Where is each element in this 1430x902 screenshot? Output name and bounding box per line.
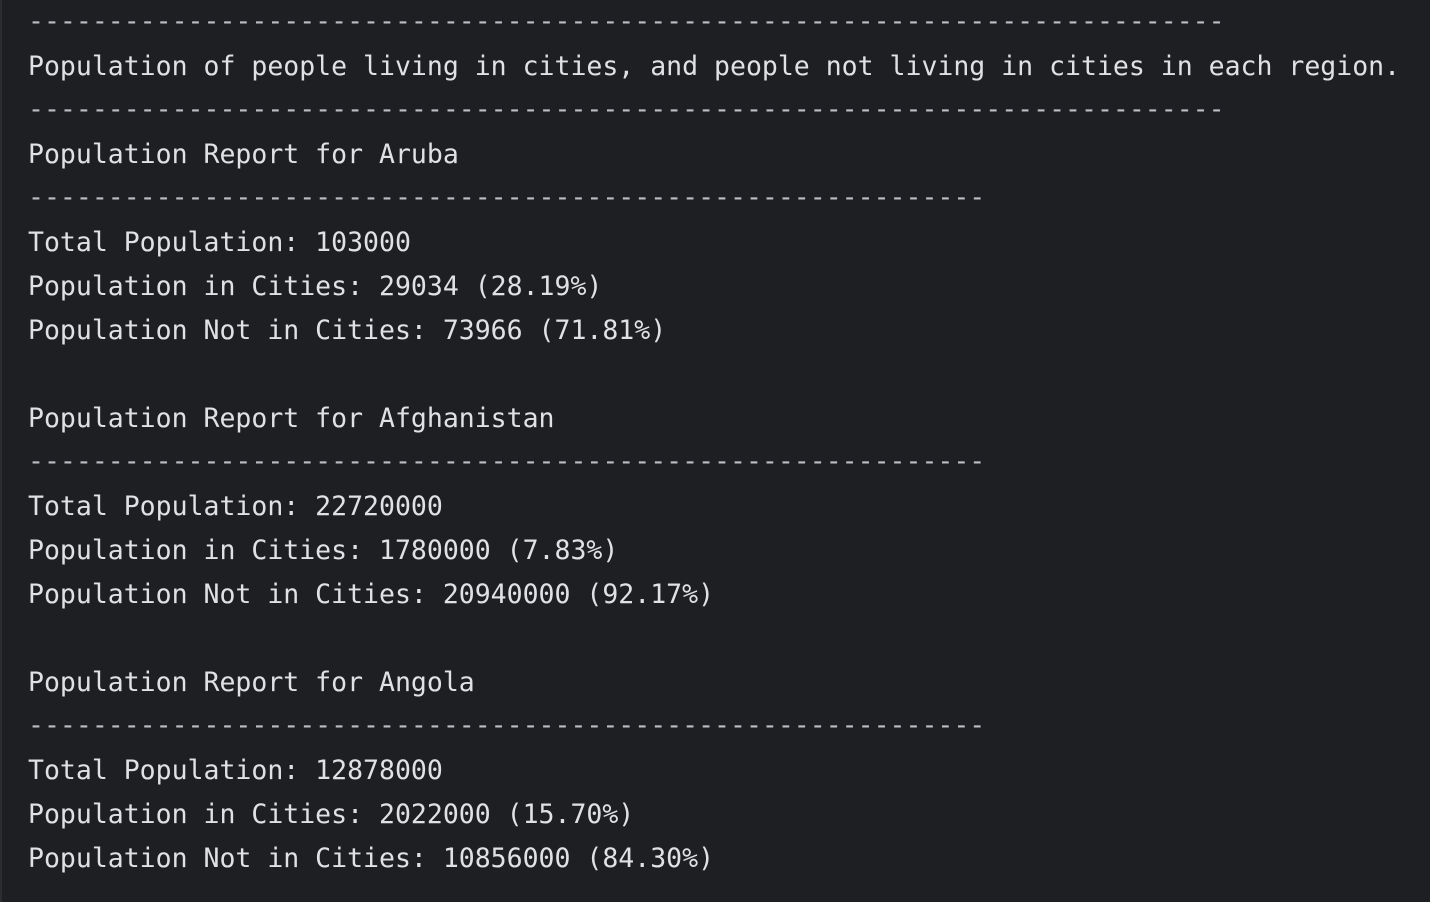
total-population-line: Total Population: 22720000 [28, 491, 443, 522]
report-heading: Population Report for Angola [28, 667, 475, 698]
total-population-line: Total Population: 103000 [28, 227, 411, 258]
report-separator: ----------------------------------------… [28, 710, 986, 741]
population-in-cities-line: Population in Cities: 2022000 (15.70%) [28, 799, 635, 830]
report-heading: Population Report for Aruba [28, 139, 459, 170]
report-separator: ----------------------------------------… [28, 446, 986, 477]
population-not-in-cities-line: Population Not in Cities: 10856000 (84.3… [28, 843, 715, 874]
report-title: Population of people living in cities, a… [28, 51, 1401, 82]
population-not-in-cities-line: Population Not in Cities: 73966 (71.81%) [28, 315, 667, 346]
separator-header-bottom: ----------------------------------------… [28, 94, 1225, 125]
report-separator: ----------------------------------------… [28, 182, 986, 213]
separator-top: ----------------------------------------… [28, 6, 1225, 37]
population-in-cities-line: Population in Cities: 1780000 (7.83%) [28, 535, 619, 566]
total-population-line: Total Population: 12878000 [28, 755, 443, 786]
population-not-in-cities-line: Population Not in Cities: 20940000 (92.1… [28, 579, 715, 610]
population-in-cities-line: Population in Cities: 29034 (28.19%) [28, 271, 603, 302]
report-heading: Population Report for Afghanistan [28, 403, 555, 434]
